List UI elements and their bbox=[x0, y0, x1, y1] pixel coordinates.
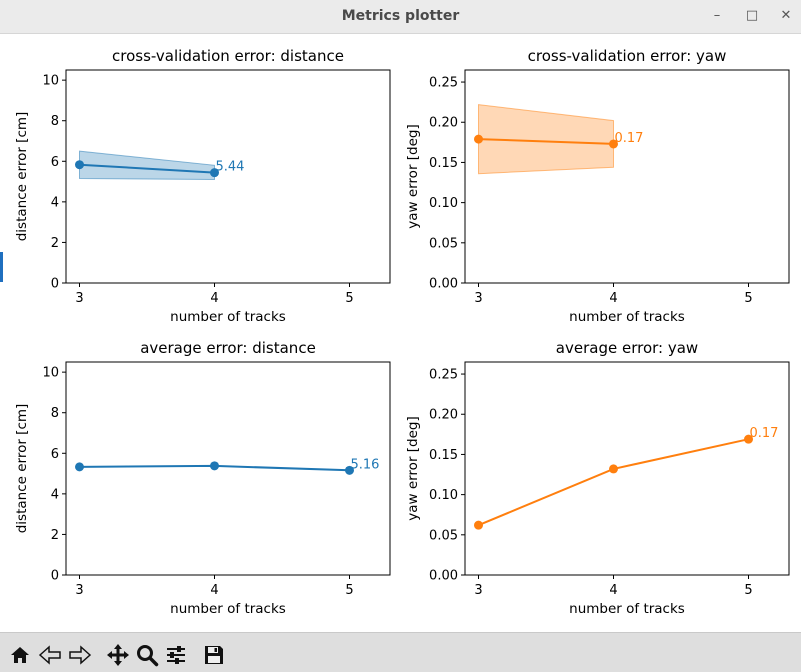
forward-arrow-icon bbox=[69, 645, 92, 665]
series-line bbox=[478, 438, 749, 527]
data-point bbox=[609, 139, 618, 149]
x-tick-label: 3 bbox=[75, 583, 83, 598]
y-tick-label: 0.20 bbox=[429, 116, 458, 131]
value-annotation: 5.16 bbox=[351, 457, 380, 472]
subplot-3: average error: distance 0 2 4 6 8 10 3 4 5 number … bbox=[14, 339, 391, 617]
x-tick-label: 4 bbox=[609, 291, 617, 306]
home-icon bbox=[11, 647, 29, 663]
x-tick-label: 5 bbox=[345, 291, 353, 306]
x-axis-label: number of tracks bbox=[569, 601, 685, 617]
y-tick-label: 6 bbox=[51, 155, 59, 170]
subplot-2: cross-validation error: yaw 0.00 0.05 0.10 0… bbox=[405, 47, 790, 325]
x-axis-label: number of tracks bbox=[170, 601, 286, 617]
y-tick-label: 0.05 bbox=[429, 236, 458, 251]
x-tick-label: 3 bbox=[75, 291, 83, 306]
x-axis-label: number of tracks bbox=[170, 309, 286, 325]
y-tick-label: 0.10 bbox=[429, 196, 458, 211]
x-tick-label: 4 bbox=[210, 291, 218, 306]
data-point bbox=[744, 434, 753, 444]
y-tick-label: 6 bbox=[51, 447, 59, 462]
data-point bbox=[609, 464, 618, 474]
y-tick-label: 0 bbox=[51, 569, 59, 584]
pan-button[interactable] bbox=[104, 641, 132, 669]
confidence-band bbox=[79, 150, 215, 181]
y-tick-label: 10 bbox=[42, 74, 59, 89]
y-tick-label: 0.10 bbox=[429, 488, 458, 503]
focus-indicator bbox=[0, 252, 3, 282]
magnifier-icon bbox=[137, 645, 159, 667]
y-tick-label: 0.20 bbox=[429, 408, 458, 423]
x-tick-label: 4 bbox=[609, 583, 617, 598]
y-tick-label: 2 bbox=[51, 236, 59, 251]
subplot-1: cross-validation error: distance 0 2 4 6 8 10 3… bbox=[14, 47, 391, 325]
save-button[interactable] bbox=[200, 641, 228, 669]
subplot-4: average error: yaw 0.00 0.05 0.10 0.15 0.20 0.… bbox=[405, 339, 790, 617]
axes-frame bbox=[65, 69, 391, 284]
x-tick-label: 3 bbox=[474, 291, 482, 306]
y-tick-label: 0.15 bbox=[429, 156, 458, 171]
value-annotation: 0.17 bbox=[615, 131, 644, 146]
y-tick-label: 10 bbox=[42, 366, 59, 381]
y-tick-label: 2 bbox=[51, 528, 59, 543]
y-tick-label: 0.00 bbox=[429, 277, 458, 292]
y-tick-label: 4 bbox=[51, 195, 59, 210]
y-tick-label: 4 bbox=[51, 487, 59, 502]
confidence-band bbox=[478, 104, 614, 175]
back-button[interactable] bbox=[36, 641, 64, 669]
back-arrow-icon bbox=[38, 645, 61, 665]
y-tick-label: 8 bbox=[51, 406, 59, 421]
x-tick-label: 5 bbox=[744, 291, 752, 306]
value-annotation: 0.17 bbox=[750, 426, 779, 441]
y-tick-label: 0.25 bbox=[429, 368, 458, 383]
forward-button[interactable] bbox=[66, 641, 94, 669]
home-button[interactable] bbox=[6, 641, 34, 669]
navigation-toolbar bbox=[0, 632, 801, 672]
figure-canvas[interactable]: cross-validation error: distance 0 2 4 6 8 10 3… bbox=[0, 34, 801, 632]
axes-frame bbox=[464, 361, 790, 576]
y-tick-label: 0.25 bbox=[429, 76, 458, 91]
x-tick-label: 5 bbox=[744, 583, 752, 598]
x-tick-label: 3 bbox=[474, 583, 482, 598]
move-icon bbox=[107, 644, 129, 666]
axes-frame bbox=[65, 361, 391, 576]
plot-title: average error: distance bbox=[140, 339, 316, 357]
value-annotation: 5.44 bbox=[216, 160, 245, 175]
y-axis-label: distance error [cm] bbox=[14, 404, 30, 534]
maximize-button[interactable]: □ bbox=[745, 8, 759, 23]
y-axis-label: yaw error [deg] bbox=[405, 124, 421, 229]
data-point bbox=[75, 160, 84, 170]
y-tick-label: 0 bbox=[51, 277, 59, 292]
plot-title: average error: yaw bbox=[556, 339, 698, 357]
figure-svg: cross-validation error: distance 0 2 4 6 8 10 3… bbox=[14, 47, 790, 617]
data-point bbox=[474, 520, 483, 530]
data-point bbox=[345, 465, 354, 475]
floppy-disk-icon bbox=[205, 646, 223, 664]
y-axis-label: distance error [cm] bbox=[14, 112, 30, 242]
y-tick-label: 0.05 bbox=[429, 528, 458, 543]
x-axis-label: number of tracks bbox=[569, 309, 685, 325]
window-titlebar: Metrics plotter – □ ✕ bbox=[0, 0, 801, 34]
y-tick-label: 8 bbox=[51, 114, 59, 129]
y-tick-label: 0.15 bbox=[429, 448, 458, 463]
sliders-icon bbox=[167, 646, 185, 664]
x-tick-label: 5 bbox=[345, 583, 353, 598]
y-tick-label: 0.00 bbox=[429, 569, 458, 584]
zoom-button[interactable] bbox=[133, 641, 161, 669]
configure-subplots-button[interactable] bbox=[162, 641, 190, 669]
axes-frame bbox=[464, 69, 790, 284]
series-line bbox=[478, 138, 614, 145]
x-tick-label: 4 bbox=[210, 583, 218, 598]
window-title: Metrics plotter bbox=[341, 8, 460, 24]
series-line bbox=[79, 163, 215, 174]
data-point bbox=[75, 462, 84, 472]
data-point bbox=[210, 168, 219, 178]
data-point bbox=[474, 134, 483, 144]
plot-title: cross-validation error: yaw bbox=[528, 47, 727, 65]
y-axis-label: yaw error [deg] bbox=[405, 416, 421, 521]
close-button[interactable]: ✕ bbox=[780, 8, 792, 23]
data-point bbox=[210, 461, 219, 471]
plot-title: cross-validation error: distance bbox=[112, 47, 344, 65]
minimize-button[interactable]: – bbox=[713, 8, 721, 23]
